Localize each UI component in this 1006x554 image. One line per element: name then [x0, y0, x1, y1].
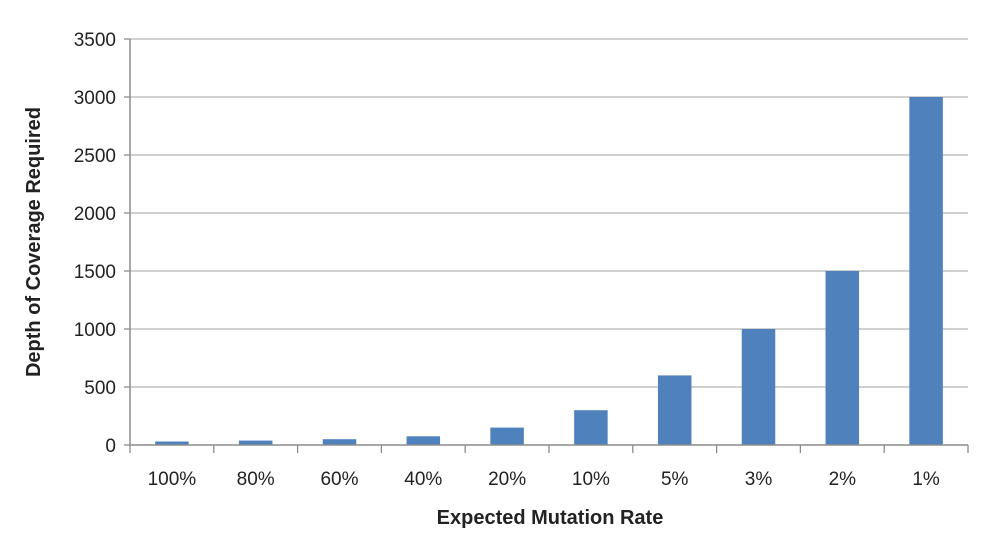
x-tick-label: 100% — [148, 469, 197, 490]
y-tick-label: 3500 — [74, 30, 116, 51]
y-tick-label: 1500 — [74, 262, 116, 283]
x-tick-label: 80% — [237, 469, 275, 490]
x-tick-label: 3% — [745, 469, 773, 490]
x-tick-label: 1% — [912, 469, 940, 490]
bar-5pct — [657, 375, 692, 445]
y-tick-label: 2500 — [74, 146, 116, 167]
bar-10pct — [574, 410, 608, 445]
bars — [155, 97, 943, 445]
bar-3pct — [741, 329, 776, 445]
bar-60pct — [322, 439, 357, 445]
x-axis-title: Expected Mutation Rate — [437, 507, 664, 529]
gridlines — [130, 38, 968, 388]
bar-80pct — [238, 440, 273, 445]
axes — [124, 38, 969, 453]
y-tick-label: 3000 — [74, 88, 116, 109]
x-tick-label: 20% — [488, 469, 526, 490]
bar-20pct — [490, 427, 524, 445]
bar-2pct — [825, 271, 860, 445]
x-tick-label: 2% — [829, 469, 857, 490]
x-tick-labels: 100% 80% 60% 40% 20% 10% 5% 3% 2% 1% — [148, 469, 940, 490]
y-tick-label: 1000 — [74, 320, 116, 341]
y-tick-label: 2000 — [74, 204, 116, 225]
bar-1pct — [909, 97, 943, 445]
x-tick-label: 40% — [404, 469, 442, 490]
x-tick-label: 60% — [320, 469, 358, 490]
y-tick-label: 0 — [105, 436, 116, 457]
x-tick-label: 5% — [661, 469, 689, 490]
y-tick-labels: 0 500 1000 1500 2000 2500 3000 3500 — [74, 30, 116, 457]
bar-40pct — [406, 436, 441, 445]
y-tick-label: 500 — [84, 378, 116, 399]
y-axis-title: Depth of Coverage Required — [23, 107, 45, 377]
x-tick-label: 10% — [572, 469, 610, 490]
bar-100pct — [155, 441, 189, 445]
